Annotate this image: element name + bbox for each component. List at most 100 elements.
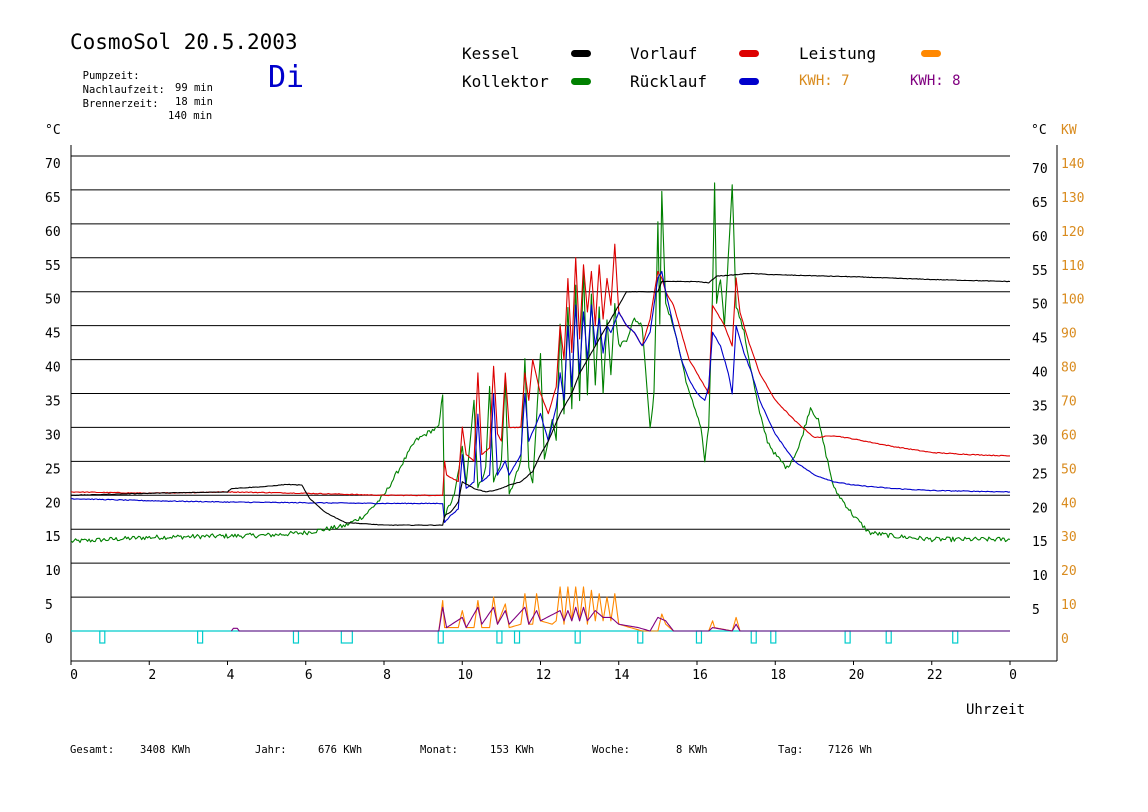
y-tick-label-left: 70 [45,157,61,172]
y-tick-label-power: 60 [1061,428,1077,443]
y-tick-label-left: 55 [45,259,61,274]
x-tick-label: 12 [536,668,552,683]
series-line-kollektor [70,182,1011,544]
x-tick-label: 20 [849,668,865,683]
pump-marker [292,630,300,644]
info-brennerzeit: Brennerzeit: 140 min [70,86,213,122]
chart-title: CosmoSol 20.5.2003 [70,30,298,54]
y-tick-label-left: 65 [45,191,61,206]
y-tick-label-right: 5 [1032,603,1040,618]
y-tick-label-right: 70 [1032,162,1048,177]
x-tick-label: 10 [457,668,473,683]
pump-marker [770,630,777,644]
pump-marker [513,630,521,644]
x-tick-label: 2 [148,668,156,683]
pump-marker [750,630,757,644]
grid [71,155,1010,598]
y-tick-label-left: 45 [45,327,61,342]
series-line-leistung [438,586,1010,632]
footer-monat-value: 153 KWh [490,744,535,756]
y-axis-label-power: KW [1061,123,1077,138]
series-line-vorlauf [70,243,1010,497]
y-tick-label-right: 65 [1032,196,1048,211]
footer-woche-value: 8 KWh [676,744,708,756]
y-tick-label-left: 50 [45,293,61,308]
chart: 7065605550454035302520151050706560555045… [45,123,1084,718]
y-tick-label-power: 30 [1061,530,1077,545]
footer-monat-label: Monat: [420,744,458,756]
y-tick-label-power: 80 [1061,361,1077,376]
y-tick-label-power: 140 [1061,157,1084,172]
weekday-label: Di [268,60,305,95]
y-axis-label-left: °C [45,123,61,138]
x-tick-label: 14 [614,668,630,683]
legend-swatch-kollektor [571,78,591,85]
y-tick-label-power: 20 [1061,564,1077,579]
y-axis-label-right: °C [1031,123,1047,138]
y-tick-label-power: 90 [1061,327,1077,342]
axes [70,145,1058,665]
y-tick-label-power: 70 [1061,395,1077,410]
y-tick-label-power: 100 [1061,293,1084,308]
kwh-orange: KWH: 7 [799,73,850,89]
kwh-purple: KWH: 8 [910,73,961,89]
y-tick-label-power: 50 [1061,462,1077,477]
info-value: 99 min [175,82,213,94]
footer-woche-label: Woche: [592,744,630,756]
x-tick-label: 0 [70,668,78,683]
x-tick-label: 16 [692,668,708,683]
y-tick-label-right: 50 [1032,298,1048,313]
footer-gesamt-label: Gesamt: [70,744,115,756]
y-tick-label-left: 5 [45,598,53,613]
pump-marker [885,630,892,644]
info-pumpzeit: Pumpzeit: 99 min [70,58,213,94]
y-tick-label-left: 20 [45,496,61,511]
info-label: Brennerzeit: [82,98,159,110]
x-tick-label: 0 [1009,668,1017,683]
y-tick-label-right: 55 [1032,264,1048,279]
pump-marker [99,630,106,644]
legend-label-vorlauf: Vorlauf [630,44,698,63]
y-tick-label-left: 35 [45,395,61,410]
pump-marker [952,630,959,644]
y-tick-label-right: 45 [1032,332,1048,347]
legend-swatch-kessel [571,50,591,57]
y-tick-label-left: 25 [45,462,61,477]
pump-marker [574,630,581,644]
y-tick-label-left: 30 [45,428,61,443]
series-line-kessel [70,272,1011,526]
x-axis-label: Uhrzeit [966,702,1025,718]
legend-label-ruecklauf: Rücklauf [630,72,708,91]
pump-marker [695,630,703,644]
pump-marker [637,630,644,644]
y-tick-label-left: 0 [45,632,53,647]
x-tick-label: 18 [770,668,786,683]
y-tick-label-right: 35 [1032,400,1048,415]
info-value: 18 min [175,96,213,108]
pump-marker [340,630,353,644]
y-tick-label-right: 10 [1032,569,1048,584]
info-label: Nachlaufzeit: [82,84,165,96]
y-tick-label-right: 20 [1032,501,1048,516]
y-tick-label-power: 10 [1061,598,1077,613]
series-line-leistung-2- [230,606,1010,632]
footer-gesamt-value: 3408 KWh [140,744,191,756]
footer-jahr-label: Jahr: [255,744,287,756]
x-tick-label: 4 [227,668,235,683]
info-value: 140 min [168,110,213,122]
x-tick-label: 22 [927,668,943,683]
y-tick-label-right: 25 [1032,467,1048,482]
y-tick-label-left: 10 [45,564,61,579]
legend-swatch-vorlauf [739,50,759,57]
y-tick-label-power: 120 [1061,225,1084,240]
pump-marker [197,630,204,644]
pump-marker [844,630,851,644]
info-nachlaufzeit: Nachlaufzeit: 18 min [70,72,213,108]
x-tick-label: 6 [305,668,313,683]
legend-label-kollektor: Kollektor [462,72,549,91]
y-tick-label-power: 110 [1061,259,1084,274]
y-tick-label-power: 0 [1061,632,1069,647]
legend-swatch-leistung [921,50,941,57]
x-tick-label: 8 [383,668,391,683]
y-tick-label-power: 40 [1061,496,1077,511]
